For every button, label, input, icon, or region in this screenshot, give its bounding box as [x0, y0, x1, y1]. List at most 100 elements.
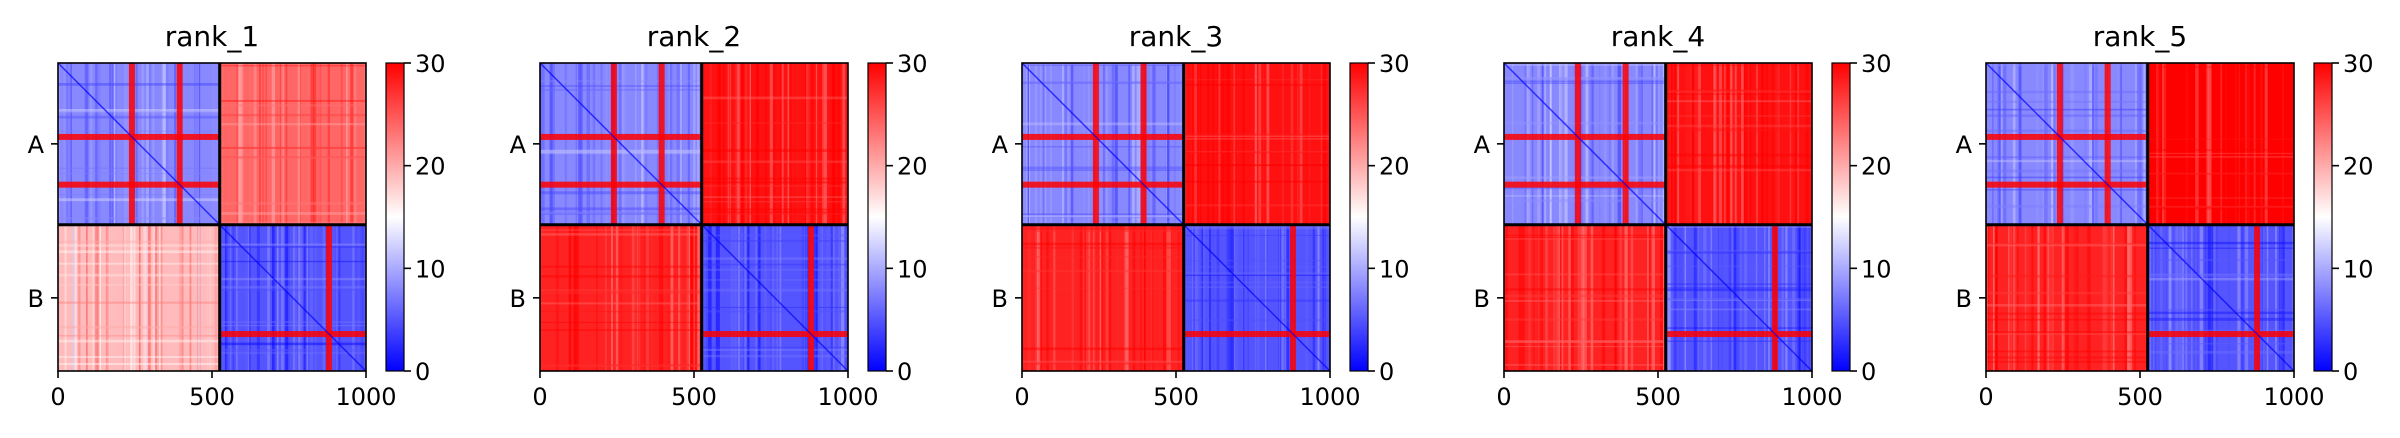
heatmap-stripe	[1999, 63, 2001, 225]
heatmap-stripe	[2043, 224, 2047, 371]
heatmap-stripe	[717, 63, 720, 225]
heatmap-stripe	[1997, 63, 2001, 225]
heatmap-stripe	[694, 63, 697, 225]
heatmap-band	[58, 133, 220, 140]
heatmap-stripe	[1716, 224, 1719, 371]
heatmap-stripe	[1279, 224, 1283, 371]
heatmap-stripe	[540, 302, 702, 305]
heatmap-stripe	[1247, 224, 1249, 371]
heatmap-stripe	[2173, 63, 2177, 225]
heatmap-stripe	[58, 356, 220, 359]
heatmap-stripe	[1504, 77, 1666, 81]
heatmap-stripe	[1665, 340, 1812, 343]
heatmap-stripe	[540, 80, 702, 82]
heatmap-stripe	[688, 224, 690, 371]
heatmap-stripe	[1611, 63, 1614, 225]
heatmap-band	[610, 63, 617, 225]
heatmap-stripe	[1022, 228, 1184, 230]
heatmap-stripe	[1225, 63, 1229, 225]
colorbar-tick-label: 0	[897, 358, 912, 386]
chain-label: A	[1956, 131, 1973, 159]
x-tick-label: 500	[1153, 383, 1199, 411]
heatmap-stripe	[540, 233, 702, 236]
heatmap-stripe	[2147, 206, 2294, 208]
heatmap-stripe	[1104, 224, 1107, 371]
heatmap-stripe	[1539, 224, 1543, 371]
heatmap-stripe	[1564, 63, 1568, 225]
heatmap-stripe	[600, 63, 603, 225]
heatmap-stripe	[1200, 63, 1202, 225]
heatmap-stripe	[542, 63, 545, 225]
heatmap-stripe	[74, 224, 77, 371]
heatmap-stripe	[1504, 288, 1666, 291]
colorbar-tick-label: 20	[1379, 153, 1410, 181]
heatmap-stripe	[219, 288, 366, 291]
heatmap-stripe	[701, 122, 848, 124]
heatmap-stripe	[1050, 63, 1052, 225]
heatmap-stripe	[1165, 63, 1168, 225]
heatmap-stripe	[1665, 100, 1812, 103]
x-tick-label: 0	[1014, 383, 1029, 411]
heatmap-stripe	[1667, 224, 1671, 371]
heatmap-stripe	[1986, 100, 2148, 103]
heatmap-stripe	[1739, 224, 1742, 371]
heatmap-stripe	[2262, 224, 2265, 371]
heatmap-stripe	[776, 224, 778, 371]
heatmap-stripe	[1087, 63, 1090, 225]
heatmap-stripe	[1676, 63, 1680, 225]
heatmap-stripe	[1801, 224, 1805, 371]
heatmap-stripe	[540, 151, 702, 155]
heatmap-stripe	[143, 63, 148, 225]
heatmap-stripe	[2069, 224, 2072, 371]
heatmap-stripe	[1679, 224, 1683, 371]
heatmap-cells	[1986, 63, 2294, 371]
heatmap-stripe	[1720, 224, 1724, 371]
heatmap-stripe	[1674, 63, 1678, 225]
heatmap-stripe	[1608, 63, 1611, 225]
heatmap-stripe	[1194, 63, 1197, 225]
heatmap-stripe	[1286, 224, 1290, 371]
heatmap-stripe	[1671, 224, 1674, 371]
heatmap-stripe	[1101, 224, 1104, 371]
heatmap-stripe	[1986, 318, 2148, 321]
heatmap-stripe	[2159, 224, 2163, 371]
heatmap-stripe	[353, 63, 357, 225]
heatmap-stripe	[109, 63, 112, 225]
heatmap-stripe	[230, 224, 233, 371]
heatmap-band	[1574, 63, 1581, 225]
heatmap-stripe	[271, 63, 276, 225]
heatmap-stripe	[297, 63, 301, 225]
heatmap-stripe	[58, 198, 220, 202]
heatmap-stripe	[2280, 224, 2285, 371]
heatmap-stripe	[1166, 224, 1170, 371]
heatmap-stripe	[840, 224, 845, 371]
heatmap-stripe	[1028, 224, 1030, 371]
heatmap-stripe	[656, 63, 659, 225]
heatmap-stripe	[287, 224, 290, 371]
heatmap-stripe	[111, 63, 114, 225]
heatmap-stripe	[1986, 176, 2148, 179]
heatmap-stripe	[2147, 350, 2294, 354]
heatmap-stripe	[540, 329, 702, 331]
heatmap-stripe	[219, 342, 366, 346]
heatmap-stripe	[1749, 63, 1752, 225]
heatmap-stripe	[701, 279, 848, 281]
heatmap-stripe	[1238, 224, 1241, 371]
heatmap-stripe	[2213, 63, 2215, 225]
heatmap-stripe	[240, 63, 244, 225]
heatmap-stripe	[2051, 63, 2054, 225]
heatmap-stripe	[1036, 224, 1041, 371]
heatmap-band	[540, 133, 702, 140]
x-tick-label: 500	[671, 383, 717, 411]
heatmap-stripe	[2247, 63, 2250, 225]
heatmap-band	[1622, 63, 1629, 225]
heatmap-stripe	[219, 243, 366, 245]
heatmap-stripe	[1304, 63, 1307, 225]
heatmap-stripe	[701, 234, 848, 237]
heatmap-stripe	[681, 63, 684, 225]
heatmap-stripe	[113, 63, 116, 225]
heatmap-stripe	[2102, 224, 2105, 371]
heatmap-stripe	[821, 224, 824, 371]
heatmap-stripe	[2191, 224, 2193, 371]
heatmap-stripe	[78, 224, 81, 371]
